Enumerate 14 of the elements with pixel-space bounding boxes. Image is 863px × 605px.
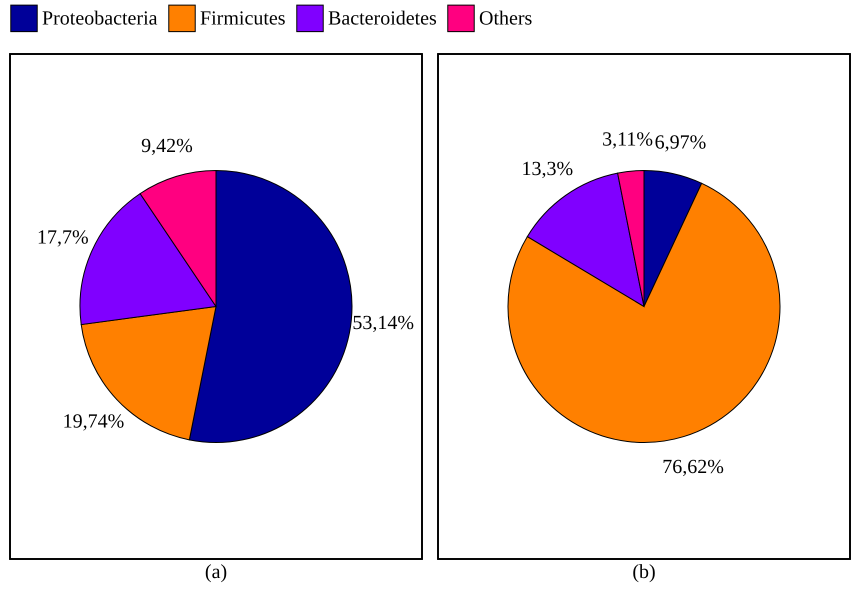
data-label: 3,11% [602,128,654,150]
legend-label: Others [479,7,533,30]
data-label: 9,42% [141,134,193,157]
data-label: 6,97% [654,132,706,154]
data-label: 17,7% [36,226,89,249]
legend-label: Bacteroidetes [328,7,438,30]
text: (a) [204,560,228,583]
data-label: 53,14% [352,312,414,334]
data-label: 76,62% [662,456,724,478]
legend-label: Firmicutes [200,7,286,30]
data-label: 13,3% [521,158,574,180]
data-label: 19,74% [62,410,124,432]
text: (b) [632,560,656,583]
legend-label: Proteobacteria [42,7,158,30]
